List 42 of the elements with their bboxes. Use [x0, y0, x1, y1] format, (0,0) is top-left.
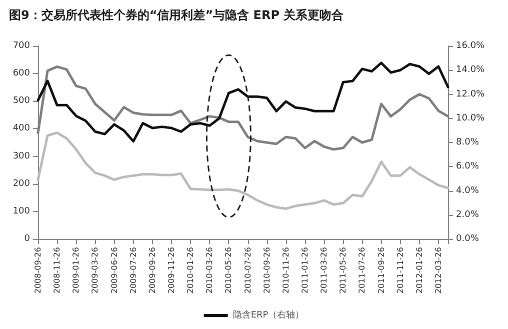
y-tick-label: 0 — [24, 234, 30, 244]
y2-tick-label: 14.0% — [456, 65, 486, 76]
y2-tick-label: 12.0% — [456, 89, 486, 100]
y-tick-label: 600 — [12, 68, 30, 79]
x-tick-label: 2011-05-26 — [338, 247, 348, 294]
x-tick-label: 2012-01-26 — [414, 247, 424, 294]
x-tick-label: 2011-11-26 — [396, 247, 405, 294]
legend-label: 隐含ERP（右轴） — [232, 310, 304, 320]
y2-tick-label: 4.0% — [456, 186, 480, 196]
x-tick-label: 2010-05-26 — [224, 247, 234, 294]
chart-title: 图9：交易所代表性个券的“信用利差”与隐含 ERP 关系更吻合 — [9, 8, 345, 22]
x-tick-label: 2010-01-26 — [186, 247, 196, 294]
x-tick-label: 2009-03-26 — [90, 247, 100, 294]
x-tick-label: 2009-09-26 — [148, 247, 157, 294]
x-tick-label: 2009-06-26 — [110, 247, 119, 294]
y-tick-label: 400 — [12, 124, 30, 134]
y-tick-label: 200 — [12, 178, 30, 189]
x-tick-label: 2010-11-26 — [281, 247, 290, 294]
y2-tick-label: 6.0% — [456, 162, 480, 172]
y2-tick-label: 10.0% — [456, 113, 486, 124]
y-tick-label: 700 — [12, 41, 30, 51]
x-tick-label: 2009-11-26 — [166, 247, 176, 294]
x-tick-label: 2010-07-26 — [243, 247, 252, 294]
y2-tick-label: 16.0% — [456, 41, 486, 51]
x-tick-label: 2010-03-26 — [205, 247, 214, 294]
x-tick-label: 2008-11-26 — [52, 247, 62, 294]
y-tick-label: 100 — [12, 206, 30, 216]
x-tick-label: 2011-03-26 — [320, 247, 329, 294]
x-tick-label: 2011-07-26 — [358, 247, 367, 294]
x-tick-label: 2011-09-26 — [376, 247, 386, 294]
y2-tick-label: 8.0% — [456, 138, 480, 148]
y-tick-label: 300 — [12, 151, 30, 162]
x-tick-label: 2010-09-26 — [262, 247, 272, 294]
y2-tick-label: 0.0% — [456, 234, 480, 244]
y2-tick-label: 2.0% — [456, 210, 480, 220]
x-tick-label: 2009-01-26 — [72, 247, 81, 294]
x-tick-label: 2009-07-26 — [128, 247, 138, 294]
y-tick-label: 500 — [12, 96, 30, 106]
x-tick-label: 2011-01-26 — [300, 247, 310, 294]
line-series — [36, 132, 450, 210]
x-tick-label: 2012-03-26 — [434, 247, 443, 294]
x-tick-label: 2008-09-26 — [34, 247, 42, 294]
